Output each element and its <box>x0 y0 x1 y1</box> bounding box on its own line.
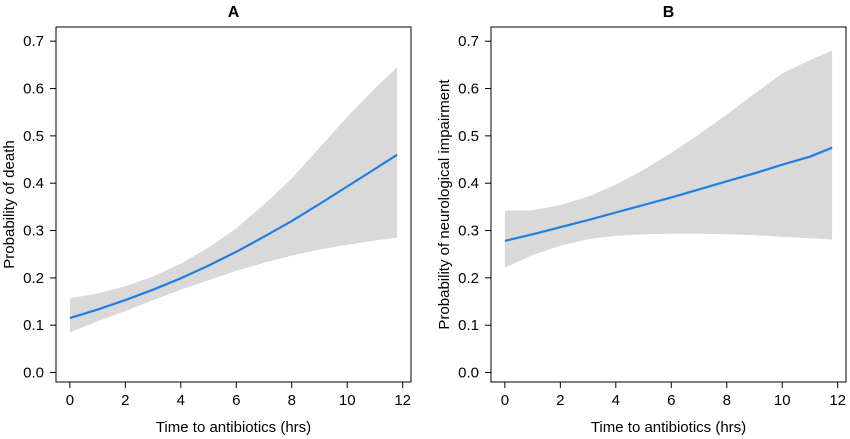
y-tick-label-a: 0.6 <box>23 81 44 98</box>
y-tick-label-a: 0.7 <box>23 33 44 50</box>
panel-title-a: A <box>228 4 240 21</box>
x-axis-label-a: Time to antibiotics (hrs) <box>156 419 311 436</box>
y-tick-label-b: 0.1 <box>458 317 479 334</box>
x-tick-label-b: 6 <box>667 392 675 409</box>
panel-title-b: B <box>663 4 675 21</box>
x-axis-label-b: Time to antibiotics (hrs) <box>591 419 746 436</box>
panel-a: 0 2 4 6 8 10 12 0.0 0.1 0.2 0.3 0.4 0.5 0.6 0.7 A Time t… <box>1 4 412 436</box>
x-tick-label-a: 2 <box>121 392 129 409</box>
confidence-band-a <box>69 67 398 333</box>
y-axis-label-b: Probability of neurological impairment <box>436 79 453 330</box>
fitted-line-b <box>504 146 833 242</box>
fitted-line-a <box>69 153 398 320</box>
y-tick-label-a: 0.1 <box>23 317 44 334</box>
y-tick-label-a: 0.2 <box>23 270 44 287</box>
y-axis-label-a: Probability of death <box>1 140 18 268</box>
x-tick-label-b: 8 <box>723 392 731 409</box>
x-tick-label-a: 8 <box>288 392 296 409</box>
y-tick-label-b: 0.2 <box>458 270 479 287</box>
x-tick-label-a: 4 <box>177 392 185 409</box>
y-tick-label-a: 0.3 <box>23 223 44 240</box>
x-tick-label-b: 4 <box>612 392 620 409</box>
y-tick-label-b: 0.7 <box>458 33 479 50</box>
y-tick-label-b: 0.0 <box>458 365 479 382</box>
x-tick-label-b: 2 <box>556 392 564 409</box>
y-tick-label-a: 0.4 <box>23 175 44 192</box>
x-tick-label-b: 0 <box>501 392 509 409</box>
y-tick-label-a: 0.5 <box>23 128 44 145</box>
x-tick-label-b: 10 <box>774 392 791 409</box>
y-tick-label-b: 0.5 <box>458 128 479 145</box>
panel-b: 0 2 4 6 8 10 12 0.0 0.1 0.2 0.3 0.4 0.5 0.6 0.7 B Time t… <box>436 4 847 436</box>
x-tick-label-b: 12 <box>829 392 846 409</box>
x-tick-label-a: 6 <box>232 392 240 409</box>
plot-frame-b <box>490 26 847 383</box>
plot-frame-a <box>55 26 412 383</box>
confidence-band-b <box>504 50 833 268</box>
x-tick-label-a: 10 <box>339 392 356 409</box>
x-tick-label-a: 0 <box>66 392 74 409</box>
y-tick-label-b: 0.4 <box>458 175 479 192</box>
y-tick-label-a: 0.0 <box>23 365 44 382</box>
y-tick-label-b: 0.6 <box>458 81 479 98</box>
y-tick-label-b: 0.3 <box>458 223 479 240</box>
x-tick-label-a: 12 <box>394 392 411 409</box>
